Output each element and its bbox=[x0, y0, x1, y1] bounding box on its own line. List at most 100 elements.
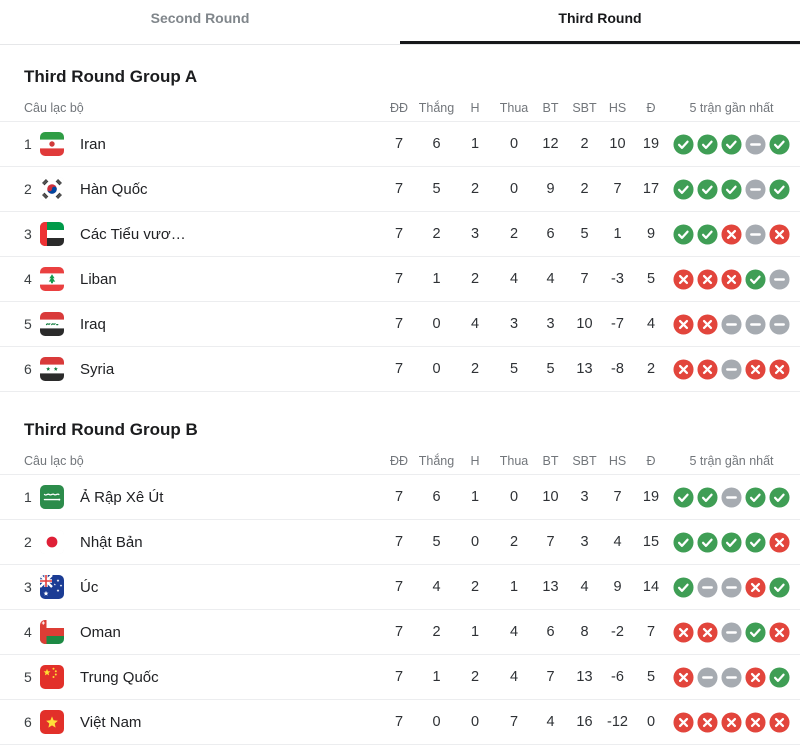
form-draw-icon bbox=[769, 313, 790, 335]
table-row[interactable]: 6 Syria 7 0 2 5 5 13 -8 2 bbox=[0, 346, 800, 391]
form-icons bbox=[673, 313, 790, 335]
stat-draws: 2 bbox=[470, 579, 480, 595]
team-name: Syria bbox=[80, 360, 115, 378]
form-draw-icon bbox=[721, 576, 742, 598]
stat-wins: 6 bbox=[432, 136, 441, 152]
stat-points: 0 bbox=[646, 714, 656, 730]
stat-wins: 2 bbox=[432, 226, 441, 242]
stat-draws: 2 bbox=[470, 181, 480, 197]
rank: 3 bbox=[24, 579, 32, 595]
form-loss-icon bbox=[721, 711, 742, 733]
stat-draws: 2 bbox=[470, 271, 480, 287]
stat-losses: 0 bbox=[509, 181, 519, 197]
col-last5-form: 5 trận gần nhất bbox=[689, 101, 774, 115]
flag-south-korea-icon bbox=[40, 177, 64, 201]
stat-goals-for: 6 bbox=[546, 624, 555, 640]
team-name: Iraq bbox=[80, 315, 106, 333]
table-row[interactable]: 5 Iraq 7 0 4 3 3 10 -7 4 bbox=[0, 301, 800, 346]
stat-draws: 2 bbox=[470, 361, 480, 377]
stat-wins: 1 bbox=[432, 669, 441, 685]
stat-goals-against: 2 bbox=[580, 181, 589, 197]
stat-goals-for: 4 bbox=[546, 271, 555, 287]
stat-losses: 4 bbox=[509, 271, 519, 287]
form-icons bbox=[673, 178, 790, 200]
rank: 3 bbox=[24, 226, 32, 242]
form-win-icon bbox=[769, 133, 790, 155]
form-win-icon bbox=[697, 486, 718, 508]
stat-played: 7 bbox=[394, 624, 404, 640]
rank: 5 bbox=[24, 316, 32, 332]
form-loss-icon bbox=[673, 666, 694, 688]
form-draw-icon bbox=[697, 666, 718, 688]
flag-uae-icon bbox=[40, 222, 64, 246]
table-row[interactable]: 4 Liban 7 1 2 4 4 7 -3 5 bbox=[0, 256, 800, 301]
table-row[interactable]: 3 Úc 7 4 2 1 13 4 9 14 bbox=[0, 564, 800, 609]
stat-goals-against: 3 bbox=[580, 489, 589, 505]
col-goals-against: SBT bbox=[572, 101, 597, 115]
table-row[interactable]: 2 Nhật Bản 7 5 0 2 7 3 4 15 bbox=[0, 519, 800, 564]
stat-goal-diff: 9 bbox=[613, 579, 622, 595]
stat-losses: 4 bbox=[509, 669, 519, 685]
table-row[interactable]: 1 Iran 7 6 1 0 12 2 10 19 bbox=[0, 121, 800, 166]
stat-draws: 1 bbox=[470, 136, 480, 152]
col-goals-for: BT bbox=[542, 101, 559, 115]
table-row[interactable]: 1 Ả Rập Xê Út 7 6 1 0 10 3 7 19 bbox=[0, 474, 800, 519]
group-a-rows: 1 Iran 7 6 1 0 12 2 10 19 2 Hàn Quốc 7 5… bbox=[0, 121, 800, 392]
flag-oman-icon bbox=[40, 620, 64, 644]
team-name: Ả Rập Xê Út bbox=[80, 488, 164, 506]
stat-losses: 0 bbox=[509, 136, 519, 152]
form-win-icon bbox=[673, 133, 694, 155]
stat-goals-against: 2 bbox=[580, 136, 589, 152]
form-icons bbox=[673, 133, 790, 155]
stat-goals-against: 4 bbox=[580, 579, 589, 595]
col-draws: H bbox=[470, 101, 480, 115]
table-row[interactable]: 4 Oman 7 2 1 4 6 8 -2 7 bbox=[0, 609, 800, 654]
form-icons bbox=[673, 223, 790, 245]
stat-points: 17 bbox=[642, 181, 660, 197]
stat-played: 7 bbox=[394, 489, 404, 505]
team-name: Hàn Quốc bbox=[80, 180, 148, 198]
stat-goals-for: 13 bbox=[542, 579, 559, 595]
flag-syria-icon bbox=[40, 357, 64, 381]
table-row[interactable]: 2 Hàn Quốc 7 5 2 0 9 2 7 17 bbox=[0, 166, 800, 211]
form-loss-icon bbox=[673, 358, 694, 380]
flag-china-icon bbox=[40, 665, 64, 689]
stat-losses: 1 bbox=[509, 579, 519, 595]
form-loss-icon bbox=[721, 223, 742, 245]
form-loss-icon bbox=[697, 711, 718, 733]
stat-goals-against: 13 bbox=[576, 361, 593, 377]
col-goals-for: BT bbox=[542, 454, 559, 468]
stat-goals-for: 12 bbox=[542, 136, 559, 152]
tab-second-round[interactable]: Second Round bbox=[150, 9, 250, 26]
col-wins: Thắng bbox=[418, 454, 455, 468]
stat-draws: 2 bbox=[470, 669, 480, 685]
form-win-icon bbox=[769, 486, 790, 508]
form-draw-icon bbox=[745, 133, 766, 155]
form-draw-icon bbox=[721, 666, 742, 688]
form-win-icon bbox=[745, 621, 766, 643]
table-row[interactable]: 3 Các Tiểu vươ… 7 2 3 2 6 5 1 9 bbox=[0, 211, 800, 256]
team-name: Liban bbox=[80, 270, 117, 288]
stat-goals-for: 10 bbox=[542, 489, 559, 505]
table-row[interactable]: 6 Việt Nam 7 0 0 7 4 16 -12 0 bbox=[0, 699, 800, 744]
team-name: Oman bbox=[80, 623, 121, 641]
team-name: Việt Nam bbox=[80, 713, 142, 731]
col-draws: H bbox=[470, 454, 480, 468]
stat-played: 7 bbox=[394, 714, 404, 730]
form-draw-icon bbox=[745, 313, 766, 335]
form-win-icon bbox=[745, 268, 766, 290]
group-b-rows: 1 Ả Rập Xê Út 7 6 1 0 10 3 7 19 2 Nhật B… bbox=[0, 474, 800, 745]
form-icons bbox=[673, 666, 790, 688]
tab-third-round[interactable]: Third Round bbox=[400, 0, 800, 44]
stat-played: 7 bbox=[394, 226, 404, 242]
stat-draws: 0 bbox=[470, 534, 480, 550]
form-loss-icon bbox=[769, 531, 790, 553]
table-row[interactable]: 5 Trung Quốc 7 1 2 4 7 13 -6 5 bbox=[0, 654, 800, 699]
col-goals-against: SBT bbox=[572, 454, 597, 468]
rank: 4 bbox=[24, 624, 32, 640]
stat-points: 14 bbox=[642, 579, 660, 595]
stat-goals-for: 5 bbox=[546, 361, 555, 377]
form-win-icon bbox=[721, 531, 742, 553]
stat-wins: 0 bbox=[432, 361, 441, 377]
stat-points: 5 bbox=[646, 669, 656, 685]
